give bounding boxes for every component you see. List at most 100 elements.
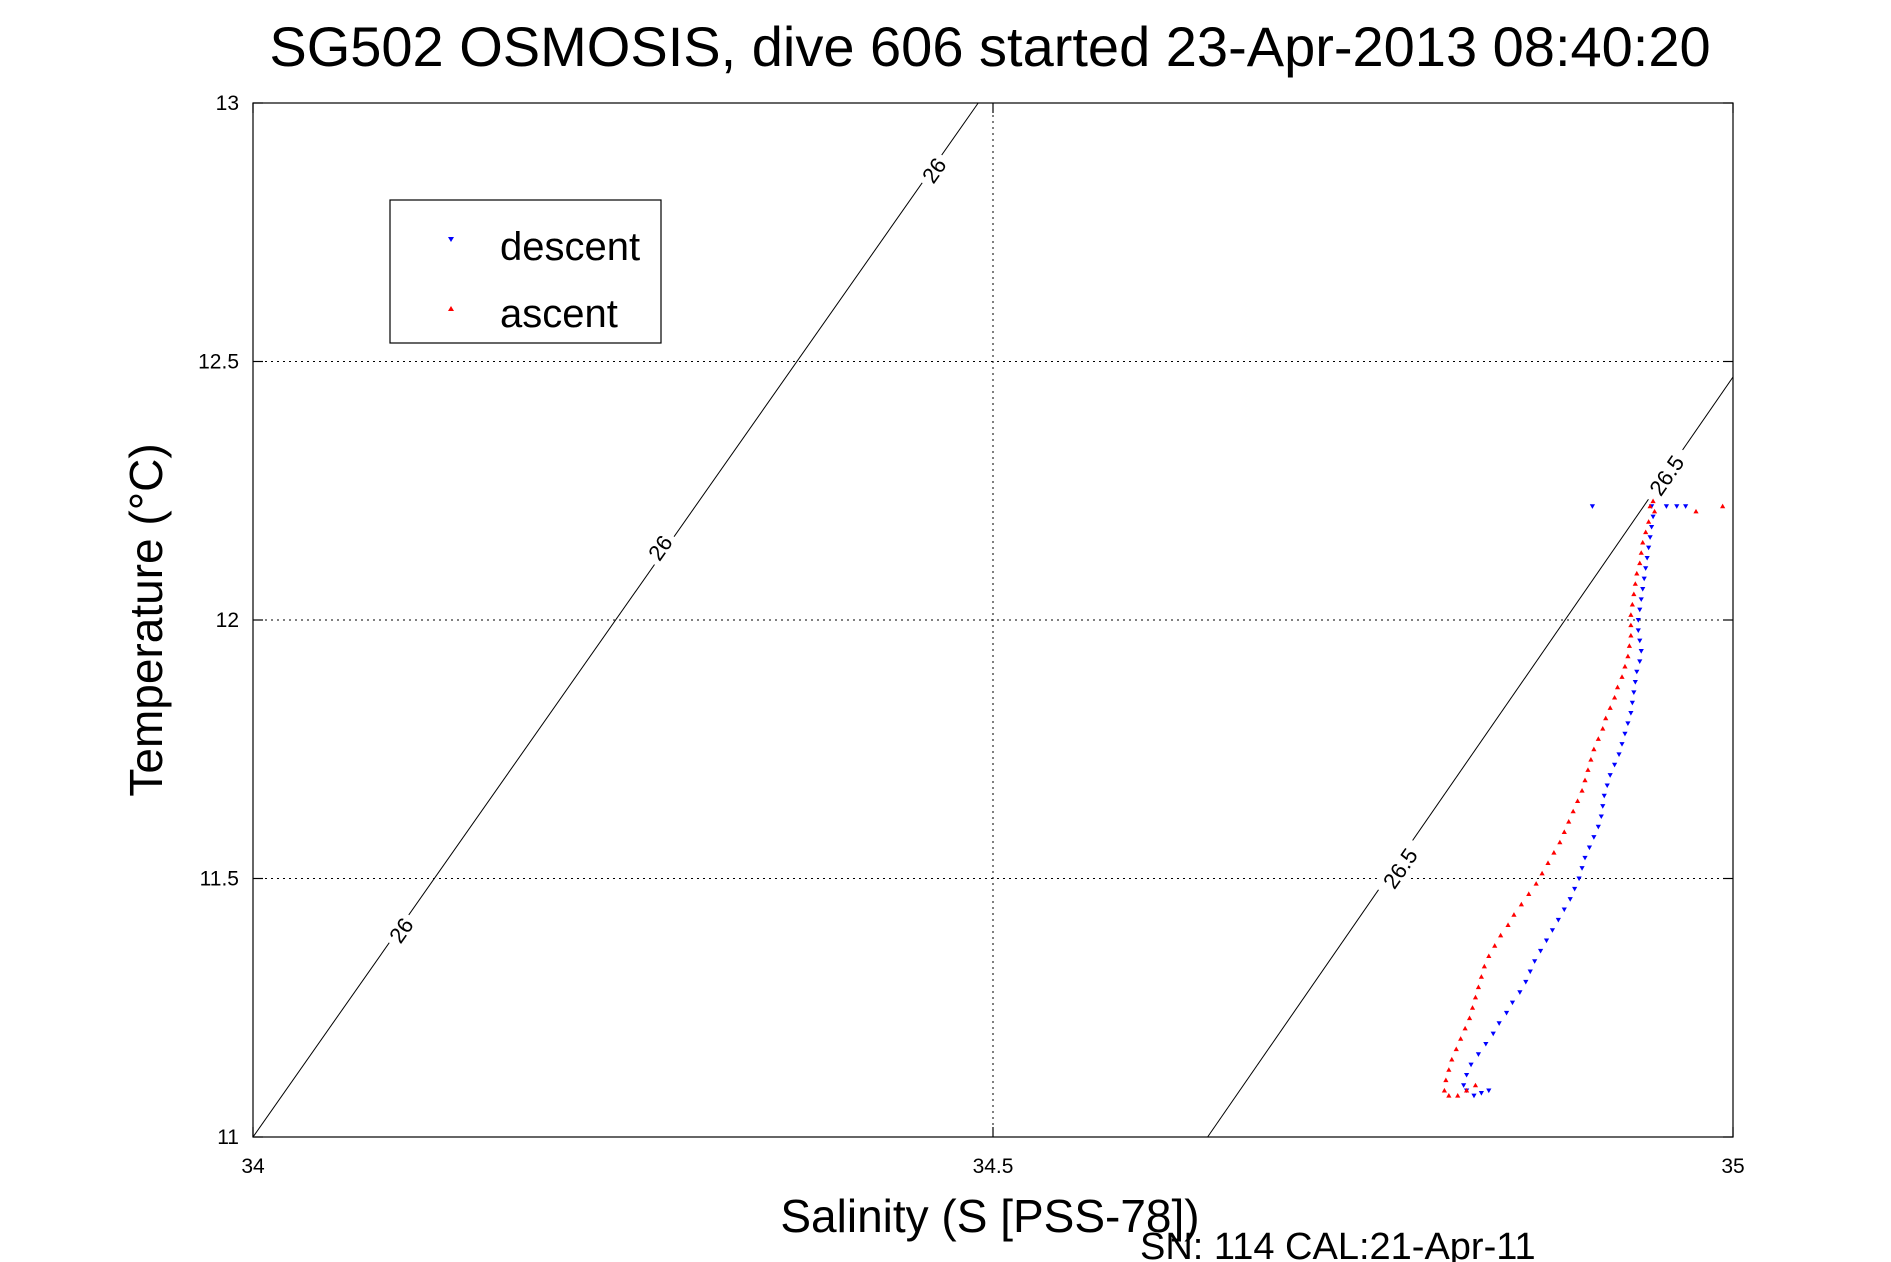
descent-point — [1646, 545, 1652, 551]
isopycnal-label-bg — [380, 908, 422, 952]
ascent-point — [1638, 550, 1644, 555]
ascent-point — [1561, 829, 1567, 834]
descent-point — [1468, 1062, 1474, 1068]
descent-point — [1616, 752, 1622, 758]
ascent-point — [1628, 622, 1634, 628]
isopycnal-line — [252, 102, 979, 1138]
ascent-point — [1486, 953, 1492, 959]
x-tick-label: 34 — [241, 1155, 265, 1178]
ascent-point — [1626, 643, 1632, 648]
descent-point — [1532, 959, 1538, 964]
legend-marker-descent — [448, 237, 454, 242]
descent-point — [1471, 1093, 1477, 1099]
ascent-point — [1469, 1005, 1476, 1010]
y-tick-label: 12.5 — [198, 351, 239, 374]
ascent-point — [1458, 1036, 1464, 1041]
ascent-point — [1628, 612, 1634, 617]
ascent-point — [1481, 963, 1487, 969]
series-ascent — [1441, 498, 1726, 1098]
descent-point — [1607, 773, 1613, 778]
serial-calibration-note: SN: 114 CAL:21-Apr-11 — [1140, 1226, 1536, 1262]
ascent-point — [1651, 508, 1658, 514]
isopycnal-label-bg — [1638, 443, 1695, 508]
ascent-point — [1566, 819, 1572, 824]
ascent-point — [1446, 1093, 1452, 1098]
ascent-point — [1622, 663, 1628, 669]
descent-point — [1464, 1072, 1470, 1078]
ascent-point — [1647, 503, 1653, 509]
descent-point — [1509, 1000, 1516, 1006]
descent-point — [1619, 742, 1625, 747]
descent-point — [1572, 886, 1578, 892]
descent-point — [1641, 576, 1647, 582]
descent-point — [1647, 535, 1653, 540]
ascent-point — [1475, 984, 1482, 990]
x-axis-label: Salinity (S [PSS-78]) — [780, 1190, 1199, 1242]
y-tick-label: 12 — [216, 609, 239, 632]
ascent-point — [1539, 870, 1545, 876]
descent-point — [1674, 504, 1680, 509]
ascent-point — [1607, 705, 1613, 710]
ascent-point — [1575, 798, 1581, 803]
ascent-point — [1472, 1082, 1479, 1088]
ascent-point — [1557, 839, 1563, 845]
ascent-point — [1612, 694, 1618, 700]
ascent-point — [1533, 881, 1539, 886]
descent-point — [1629, 700, 1635, 706]
descent-point — [1555, 917, 1561, 923]
descent-point — [1628, 711, 1634, 716]
ascent-point — [1472, 994, 1479, 1000]
descent-point — [1604, 783, 1610, 789]
descent-point — [1632, 680, 1638, 685]
ascent-point — [1619, 674, 1625, 679]
ascent-point — [1693, 508, 1699, 514]
ascent-point — [1545, 860, 1551, 865]
ascent-point — [1498, 932, 1504, 938]
isopycnal-label-bg — [913, 148, 955, 192]
ascent-point — [1570, 808, 1576, 814]
descent-point — [1635, 628, 1641, 633]
descent-point — [1461, 1083, 1467, 1088]
descent-point — [1483, 1041, 1489, 1047]
descent-point — [1634, 669, 1640, 675]
descent-point — [1523, 979, 1529, 985]
descent-point — [1496, 1021, 1502, 1026]
descent-point — [1567, 897, 1573, 902]
descent-point — [1490, 1031, 1496, 1037]
descent-point — [1635, 618, 1641, 623]
axis-ticks: 34 34.5 35 11 11.5 12 12.5 13 — [198, 92, 1745, 1178]
isopycnal-label-bg — [1372, 836, 1428, 901]
descent-point — [1638, 597, 1644, 602]
x-tick-label: 34.5 — [973, 1155, 1014, 1178]
ascent-point — [1591, 746, 1597, 752]
ascent-point — [1629, 601, 1635, 607]
ascent-point — [1643, 529, 1649, 535]
ascent-point — [1453, 1046, 1459, 1052]
ascent-point — [1650, 498, 1656, 504]
legend-marker-ascent — [448, 306, 454, 311]
descent-point — [1549, 928, 1556, 933]
ascent-point — [1585, 767, 1591, 772]
descent-point — [1637, 659, 1643, 664]
descent-point — [1631, 690, 1637, 695]
ascent-point — [1478, 974, 1484, 979]
ascent-point — [1464, 1087, 1470, 1093]
ascent-point — [1640, 539, 1646, 545]
ascent-point — [1446, 1067, 1452, 1072]
descent-point — [1586, 845, 1593, 851]
ascent-point — [1466, 1015, 1473, 1021]
y-tick-label: 13 — [216, 92, 239, 115]
descent-point — [1589, 504, 1595, 509]
ascent-point — [1526, 891, 1532, 897]
legend-label-ascent: ascent — [500, 292, 618, 336]
ascent-point — [1614, 684, 1621, 690]
isopycnal-label-bg — [639, 526, 681, 570]
ascent-point — [1449, 1056, 1455, 1062]
ascent-point — [1518, 901, 1524, 907]
y-tick-label: 11 — [217, 1126, 239, 1149]
descent-point — [1637, 607, 1643, 613]
y-tick-label: 11.5 — [200, 868, 239, 891]
descent-point — [1683, 504, 1689, 509]
ascent-point — [1505, 922, 1511, 928]
